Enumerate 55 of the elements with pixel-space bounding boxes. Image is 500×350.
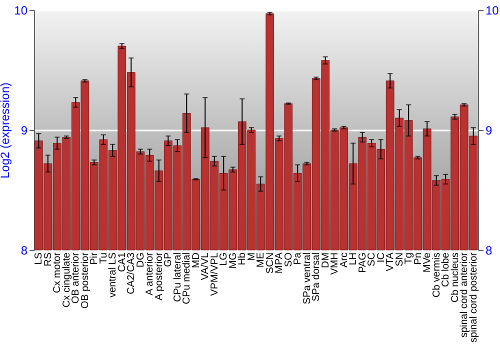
x-tick-label: Cx motor: [52, 252, 64, 294]
y-tick-label: 8: [20, 244, 28, 258]
x-tick-label: SC: [366, 252, 378, 266]
y-tick-label: 9: [20, 124, 28, 138]
x-tick-label: CPu medial: [182, 252, 193, 304]
x-tick-label: Pn: [412, 252, 424, 265]
x-tick-label: MVe: [422, 252, 434, 273]
y2-tick-label: 8: [486, 244, 492, 258]
x-tick-label: A posterior: [154, 252, 165, 300]
x-tick-label: GP: [163, 252, 174, 267]
x-tick-label: Arc: [338, 252, 350, 268]
x-tick-label: SPa ventral: [302, 252, 313, 304]
x-tick-label: IC: [376, 252, 387, 262]
x-tick-label: spinal cord posterior: [468, 252, 480, 343]
x-tick-label: VPM/VPL: [209, 252, 220, 296]
x-tick-label: SN: [394, 252, 406, 266]
x-tick-label: Cb nucleus: [450, 252, 461, 303]
x-tick-label: Cx cingulate: [61, 252, 72, 308]
x-tick-label: PAG: [357, 252, 368, 273]
x-tick-label: Hb: [237, 252, 248, 266]
x-tick-label: ME: [256, 252, 267, 268]
x-tick-label: CA1: [116, 252, 128, 272]
x-tick-label: Cb lobe: [440, 252, 452, 287]
x-tick-label: LG: [218, 252, 230, 266]
x-tick-label: VA/VL: [200, 252, 212, 280]
x-tick-label: A anterior: [144, 252, 156, 296]
x-tick-label: Pa: [292, 252, 304, 265]
x-tick-label: ventral LS: [108, 252, 119, 298]
x-tick-label: MD: [190, 252, 202, 268]
x-tick-label: spinal cord anterior: [459, 252, 470, 338]
x-tick-label: VMH: [330, 252, 341, 275]
x-tick-label: Cb vermis: [431, 252, 442, 298]
y2-tick-label: 10: [486, 4, 500, 18]
x-tick-label: RS: [42, 252, 54, 266]
y2-tick-label: 9: [486, 124, 492, 138]
x-tick-label: OB anterior: [70, 252, 82, 304]
x-tick-label: Tg: [404, 252, 415, 264]
x-tick-label: MG: [228, 252, 239, 269]
x-tick-label: SPa dorsal: [311, 252, 322, 302]
y-axis-title: Log2 (expression): [0, 82, 12, 179]
x-tick-label: Tu: [98, 252, 110, 264]
x-tick-label: SO: [283, 252, 294, 267]
x-tick-label: LH: [348, 252, 360, 266]
x-tick-label: VTA: [385, 252, 396, 272]
x-tick-label: CPu lateral: [172, 252, 184, 302]
y-tick-label: 10: [14, 4, 28, 18]
x-tick-label: Pir: [89, 252, 100, 265]
x-tick-label: OB posterior: [80, 252, 91, 309]
x-tick-label: SCN: [264, 252, 276, 274]
x-tick-label: LS: [34, 252, 45, 265]
x-tick-label: CA2/CA3: [126, 252, 138, 294]
x-tick-label: MPA: [274, 252, 286, 274]
x-tick-label: DG: [135, 252, 146, 268]
x-tick-label: M: [246, 252, 258, 261]
x-tick-label: DM: [320, 252, 332, 268]
